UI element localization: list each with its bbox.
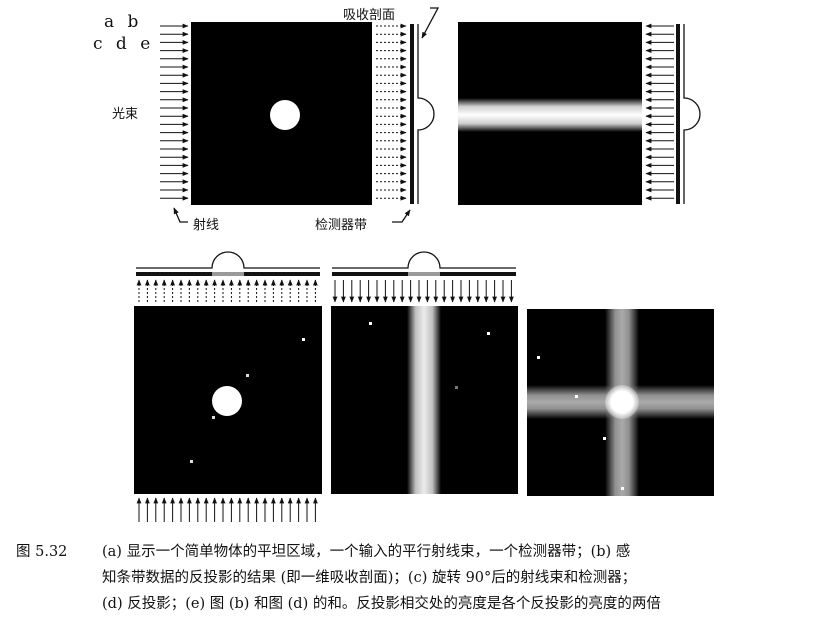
noise-speck (246, 374, 249, 377)
leader-ray (173, 207, 188, 223)
panel-a-image (191, 22, 372, 205)
noise-speck (621, 487, 624, 490)
panel-d-image (331, 306, 518, 494)
panel-b-image (458, 22, 642, 205)
circular-object (212, 386, 242, 416)
ray-label: 射线 (193, 218, 220, 233)
noise-speck (302, 338, 305, 341)
circular-object (270, 100, 300, 130)
absorption-profile-c (136, 251, 320, 269)
caption-line: (d) 反投影；(e) 图 (b) 和图 (d) 的和。反投影相交处的亮度是各个… (102, 596, 661, 612)
caption-text: (a) 显示一个简单物体的平坦区域，一个输入的平行射线束，一个检测器带；(b) … (102, 539, 816, 617)
detector-strip-label: 检测器带 (315, 218, 368, 233)
panel-c-image (134, 306, 322, 494)
caption-line: 知条带数据的反投影的结果 (即一维吸收剖面)；(c) 旋转 90°后的射线束和检… (102, 570, 637, 586)
absorption-profile-a (417, 24, 435, 204)
beam-label: 光束 (112, 107, 139, 122)
caption-line: (a) 显示一个简单物体的平坦区域，一个输入的平行射线束，一个检测器带；(b) … (102, 544, 631, 560)
absorption-profile-d (332, 251, 516, 269)
figure-diagram (136, 7, 701, 522)
absorption-profile-b (683, 24, 701, 204)
noise-speck (455, 386, 458, 389)
panel-labels-row1: a b (104, 12, 143, 32)
horizontal-backprojection-band (458, 98, 642, 132)
figure-number: 图 5.32 (16, 544, 68, 560)
noise-speck (212, 416, 215, 419)
leader-detector (392, 209, 411, 223)
detector-strip-c-gap (212, 272, 244, 276)
noise-speck (487, 332, 490, 335)
leader-absorption (421, 7, 440, 39)
detector-strip-b (676, 24, 680, 204)
detector-strip-a (410, 24, 414, 204)
intersection-bright-spot (605, 385, 639, 419)
noise-speck (603, 437, 606, 440)
noise-speck (190, 460, 193, 463)
panel-labels-row2: c d e (93, 34, 155, 54)
vertical-backprojection-band (407, 306, 441, 494)
detector-strip-d-gap (408, 272, 440, 276)
noise-speck (537, 356, 540, 359)
absorption-profile-label: 吸收剖面 (343, 8, 396, 23)
noise-speck (575, 395, 578, 398)
noise-speck (369, 322, 372, 325)
panel-e-image (527, 309, 714, 496)
